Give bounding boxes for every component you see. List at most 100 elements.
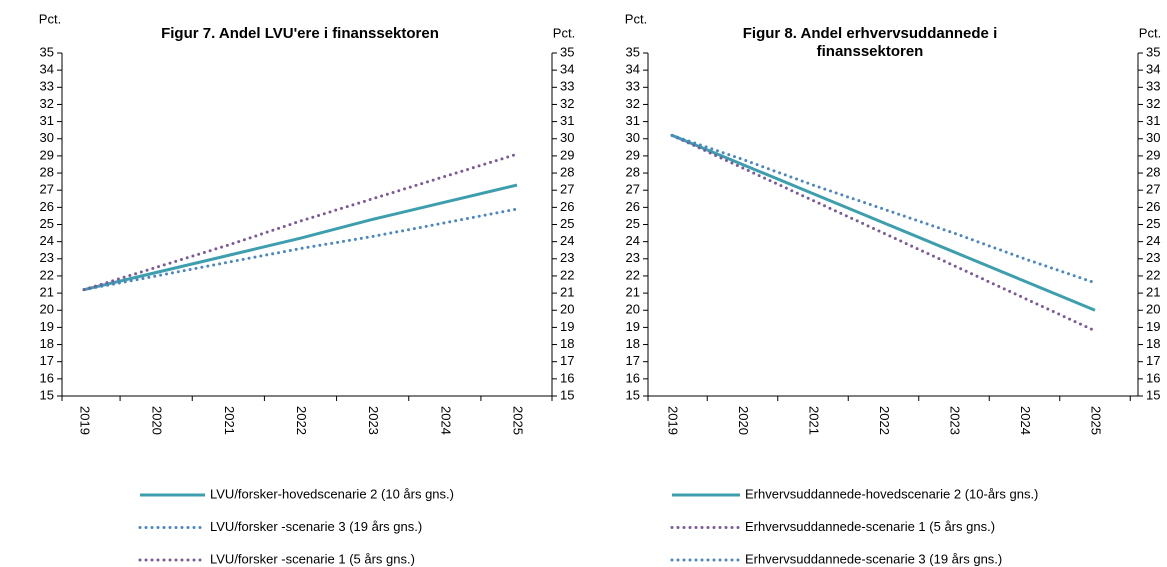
y-tick-label: 33 (40, 79, 54, 94)
y2-tick-label: 33 (1146, 79, 1160, 94)
x-tick-label: 2023 (948, 406, 963, 435)
y-tick-label: 25 (626, 216, 640, 231)
y-tick-label: 28 (626, 164, 640, 179)
y2-tick-label: 29 (560, 147, 574, 162)
x-tick-label: 2019 (666, 406, 681, 435)
y2-tick-label: 24 (1146, 233, 1160, 248)
y-tick-label: 35 (40, 44, 54, 59)
y-tick-label: 26 (626, 199, 640, 214)
y2-tick-label: 19 (1146, 319, 1160, 334)
y-tick-label: 31 (626, 113, 640, 128)
y2-tick-label: 18 (560, 336, 574, 351)
y-tick-label: 16 (626, 370, 640, 385)
y-tick-label: 21 (40, 285, 54, 300)
line-series (82, 207, 519, 292)
y2-axis-label: Pct. (1139, 25, 1161, 40)
y2-tick-label: 23 (1146, 250, 1160, 265)
x-tick-label: 2025 (511, 406, 526, 435)
x-tick-label: 2022 (877, 406, 892, 435)
y2-tick-label: 30 (560, 130, 574, 145)
y2-tick-label: 33 (560, 79, 574, 94)
x-tick-label: 2020 (736, 406, 751, 435)
y-tick-label: 25 (40, 216, 54, 231)
y-tick-label: 26 (40, 199, 54, 214)
x-tick-label: 2021 (807, 406, 822, 435)
chart-title: Figur 8. Andel erhvervsuddannede i (743, 25, 998, 42)
y-tick-label: 34 (626, 62, 640, 77)
y-tick-label: 24 (626, 233, 640, 248)
y2-tick-label: 19 (560, 319, 574, 334)
legend-label: Erhvervsuddannede-scenarie 1 (5 års gns.… (745, 519, 995, 534)
y-tick-label: 24 (40, 233, 54, 248)
y-tick-label: 19 (626, 319, 640, 334)
y-tick-label: 33 (626, 79, 640, 94)
y2-tick-label: 30 (1146, 130, 1160, 145)
x-tick-label: 2024 (1018, 406, 1033, 435)
y-tick-label: 29 (40, 147, 54, 162)
y2-tick-label: 28 (560, 164, 574, 179)
y-tick-label: 22 (626, 267, 640, 282)
y2-tick-label: 32 (560, 96, 574, 111)
y-tick-label: 18 (626, 336, 640, 351)
y2-tick-label: 25 (1146, 216, 1160, 231)
chart-title: finanssektoren (817, 43, 924, 60)
y2-tick-label: 34 (560, 62, 574, 77)
chart-title: Figur 7. Andel LVU'ere i finanssektoren (161, 25, 439, 42)
y2-tick-label: 16 (560, 370, 574, 385)
y2-tick-label: 28 (1146, 164, 1160, 179)
y-tick-label: 20 (626, 302, 640, 317)
y2-tick-label: 34 (1146, 62, 1160, 77)
y2-tick-label: 27 (1146, 182, 1160, 197)
y2-tick-label: 32 (1146, 96, 1160, 111)
y2-tick-label: 17 (1146, 353, 1160, 368)
y2-tick-label: 21 (1146, 285, 1160, 300)
y2-tick-label: 15 (560, 387, 574, 402)
y2-tick-label: 16 (1146, 370, 1160, 385)
y2-tick-label: 22 (560, 267, 574, 282)
x-tick-label: 2020 (150, 406, 165, 435)
y2-tick-label: 26 (1146, 199, 1160, 214)
legend-label: LVU/forsker-hovedscenarie 2 (10 års gns.… (210, 486, 454, 501)
y2-tick-label: 35 (1146, 44, 1160, 59)
y2-tick-label: 31 (1146, 113, 1160, 128)
y2-tick-label: 27 (560, 182, 574, 197)
y-tick-label: 21 (626, 285, 640, 300)
y-axis-label: Pct. (39, 11, 61, 26)
y2-tick-label: 17 (560, 353, 574, 368)
y2-tick-label: 35 (560, 44, 574, 59)
y2-tick-label: 23 (560, 250, 574, 265)
line-series (670, 133, 1097, 333)
line-series (670, 133, 1097, 285)
legend-label: Erhvervsuddannede-scenarie 3 (19 års gns… (745, 551, 1002, 566)
y-tick-label: 19 (40, 319, 54, 334)
line-series (671, 133, 1096, 312)
y-tick-label: 22 (40, 267, 54, 282)
y2-tick-label: 25 (560, 216, 574, 231)
y-tick-label: 16 (40, 370, 54, 385)
legend-label: LVU/forsker -scenarie 3 (19 års gns.) (210, 519, 422, 534)
y-axis-label: Pct. (625, 11, 647, 26)
y2-tick-label: 15 (1146, 387, 1160, 402)
y-tick-label: 23 (626, 250, 640, 265)
y-tick-label: 17 (40, 353, 54, 368)
y-tick-label: 29 (626, 147, 640, 162)
legend-label: Erhvervsuddannede-hovedscenarie 2 (10-år… (745, 486, 1038, 501)
y2-tick-label: 31 (560, 113, 574, 128)
x-tick-label: 2019 (78, 406, 93, 435)
x-tick-label: 2022 (294, 406, 309, 435)
y-tick-label: 23 (40, 250, 54, 265)
y-tick-label: 28 (40, 164, 54, 179)
legend-label: LVU/forsker -scenarie 1 (5 års gns.) (210, 551, 415, 566)
y-tick-label: 30 (626, 130, 640, 145)
line-series (82, 152, 519, 292)
y-tick-label: 31 (40, 113, 54, 128)
y2-axis-label: Pct. (553, 25, 575, 40)
y-tick-label: 20 (40, 302, 54, 317)
line-series (83, 183, 518, 292)
y-tick-label: 32 (626, 96, 640, 111)
y-tick-label: 15 (626, 387, 640, 402)
y-tick-label: 34 (40, 62, 54, 77)
y-tick-label: 15 (40, 387, 54, 402)
